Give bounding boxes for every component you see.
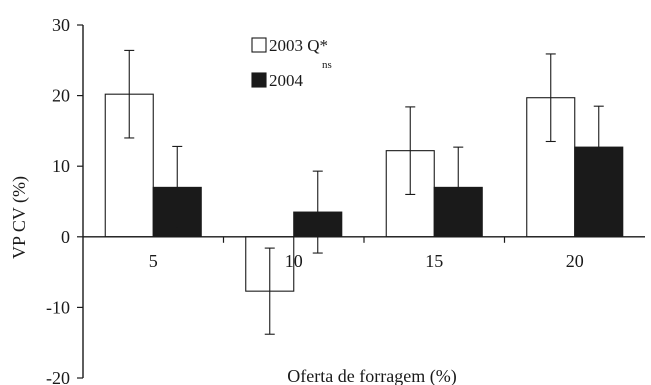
legend-swatch-2003 bbox=[251, 37, 267, 53]
legend-label-2003: 2003 Q* bbox=[269, 36, 328, 55]
x-axis-label: Oferta de forragem (%) bbox=[287, 366, 456, 385]
legend-label-2004: 2004 bbox=[269, 71, 304, 90]
legend-swatch-2004 bbox=[251, 72, 267, 88]
y-tick-label: 30 bbox=[52, 15, 70, 35]
x-tick-label: 20 bbox=[566, 251, 584, 271]
bars-layer bbox=[104, 93, 624, 292]
y-tick-label: 20 bbox=[52, 86, 70, 106]
y-tick-label: -20 bbox=[46, 368, 70, 385]
x-tick-label: 5 bbox=[149, 251, 158, 271]
y-tick-label: -10 bbox=[46, 297, 70, 317]
x-tick-label: 10 bbox=[285, 251, 303, 271]
x-tick-label: 15 bbox=[425, 251, 443, 271]
y-tick-label: 10 bbox=[52, 156, 70, 176]
y-axis-label: VP CV (%) bbox=[9, 176, 30, 259]
legend: 2003 Q* 2004 ns bbox=[251, 36, 332, 90]
x-ticks: 5 10 15 20 bbox=[149, 236, 584, 271]
y-tick-label: 0 bbox=[61, 227, 70, 247]
error-bars-layer bbox=[124, 49, 604, 335]
y-ticks: -20 -10 0 10 20 30 bbox=[46, 15, 83, 385]
legend-superscript-2004: ns bbox=[322, 59, 332, 71]
